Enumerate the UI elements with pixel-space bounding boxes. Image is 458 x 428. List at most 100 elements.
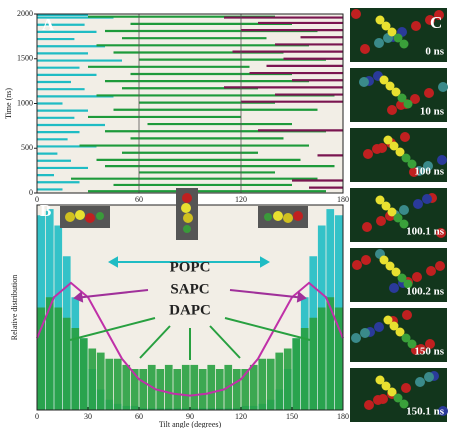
histogram-bar — [37, 307, 46, 410]
x-tick-label: 120 — [235, 195, 247, 204]
lipid-atom — [375, 195, 385, 205]
lipid-atom — [393, 393, 403, 403]
lipid-atom — [397, 93, 407, 103]
lipid-atom — [387, 27, 397, 37]
atom — [413, 199, 423, 209]
atom — [422, 194, 432, 204]
histogram-bar — [317, 307, 326, 410]
y-tick-label: 0 — [29, 188, 33, 197]
lipid-atom — [379, 75, 389, 85]
histogram-bar — [241, 369, 250, 410]
atom — [438, 406, 448, 416]
x-tick-label: 30 — [84, 412, 92, 421]
lipid-atom — [391, 267, 401, 277]
atom — [425, 339, 435, 349]
x-tick-label: 180 — [337, 195, 349, 204]
x-tick-label: 90 — [186, 412, 194, 421]
lipid-atom — [403, 279, 413, 289]
histogram-bar — [139, 369, 148, 410]
histogram-bar — [173, 369, 182, 410]
histogram-bar — [62, 317, 71, 410]
lipid-atom — [387, 207, 397, 217]
snapshot-time: 150 ns — [414, 346, 444, 358]
atom — [410, 94, 420, 104]
atom — [351, 333, 361, 343]
atom — [374, 322, 384, 332]
histogram-bar — [71, 328, 80, 410]
histogram-bar — [300, 328, 309, 410]
atom — [364, 400, 374, 410]
lipid-atom — [393, 33, 403, 43]
x-tick-label: 60 — [135, 412, 143, 421]
x-tick-label: 60 — [135, 195, 143, 204]
panel-label: C — [430, 13, 442, 32]
lipid-atom — [383, 315, 393, 325]
lipid-atom — [375, 15, 385, 25]
atom — [359, 77, 369, 87]
atom — [409, 167, 419, 177]
atom — [374, 38, 384, 48]
atom — [434, 10, 444, 20]
lipid-atom — [399, 219, 409, 229]
histogram-bar — [232, 369, 241, 410]
lipid-atom — [385, 261, 395, 271]
atom — [438, 82, 448, 92]
histogram-bar — [198, 369, 207, 410]
lipid-atom — [403, 99, 413, 109]
histogram-bar — [334, 307, 343, 410]
atom — [399, 205, 409, 215]
lipid-atom — [407, 159, 417, 169]
histogram-bar — [122, 364, 131, 410]
dapc-label: DAPC — [169, 302, 211, 318]
x-tick-label: 0 — [35, 195, 39, 204]
atom — [361, 255, 371, 265]
snapshot-time: 150.1 ns — [406, 406, 445, 418]
histogram-bar — [79, 338, 88, 410]
atom — [351, 9, 361, 19]
atom — [423, 161, 433, 171]
histogram-bar — [164, 364, 173, 410]
lipid-atom — [387, 387, 397, 397]
lipid-atom — [381, 201, 391, 211]
lipid-atom — [399, 399, 409, 409]
atom — [411, 21, 421, 31]
lipid-atom — [393, 213, 403, 223]
snapshot-time: 100 ns — [414, 166, 444, 178]
y-tick-label: 500 — [21, 143, 33, 152]
lipid-atom — [397, 273, 407, 283]
atom — [437, 155, 447, 165]
atom — [424, 372, 434, 382]
lipid-atom — [381, 21, 391, 31]
histogram-bar — [54, 307, 63, 410]
atom — [412, 272, 422, 282]
histogram-bar — [207, 364, 216, 410]
atom — [373, 395, 383, 405]
sapc-label: SAPC — [170, 281, 209, 297]
lipid-atom — [385, 81, 395, 91]
atom — [402, 310, 412, 320]
lipid-atom — [383, 135, 393, 145]
atom — [376, 216, 386, 226]
histogram-bar — [292, 338, 301, 410]
histogram-bar — [130, 369, 139, 410]
lipid-atom — [395, 147, 405, 157]
panel-label: B — [40, 201, 51, 220]
x-tick-label: 0 — [35, 412, 39, 421]
atom — [425, 15, 435, 25]
lipid-atom — [389, 141, 399, 151]
y-tick-label: 1000 — [17, 98, 33, 107]
x-tick-label: 180 — [337, 412, 349, 421]
y-axis-label: Time (ns) — [4, 88, 13, 119]
lipid-atom — [407, 339, 417, 349]
histogram-bar — [190, 364, 199, 410]
atom — [363, 149, 373, 159]
histogram-bar — [275, 352, 284, 410]
atom — [424, 88, 434, 98]
snapshot-time: 0 ns — [425, 46, 444, 58]
atom — [389, 283, 399, 293]
y-axis-label: Relative distribution — [10, 275, 19, 341]
lipid-atom — [379, 255, 389, 265]
atom — [435, 261, 445, 271]
lipid-atom — [381, 381, 391, 391]
